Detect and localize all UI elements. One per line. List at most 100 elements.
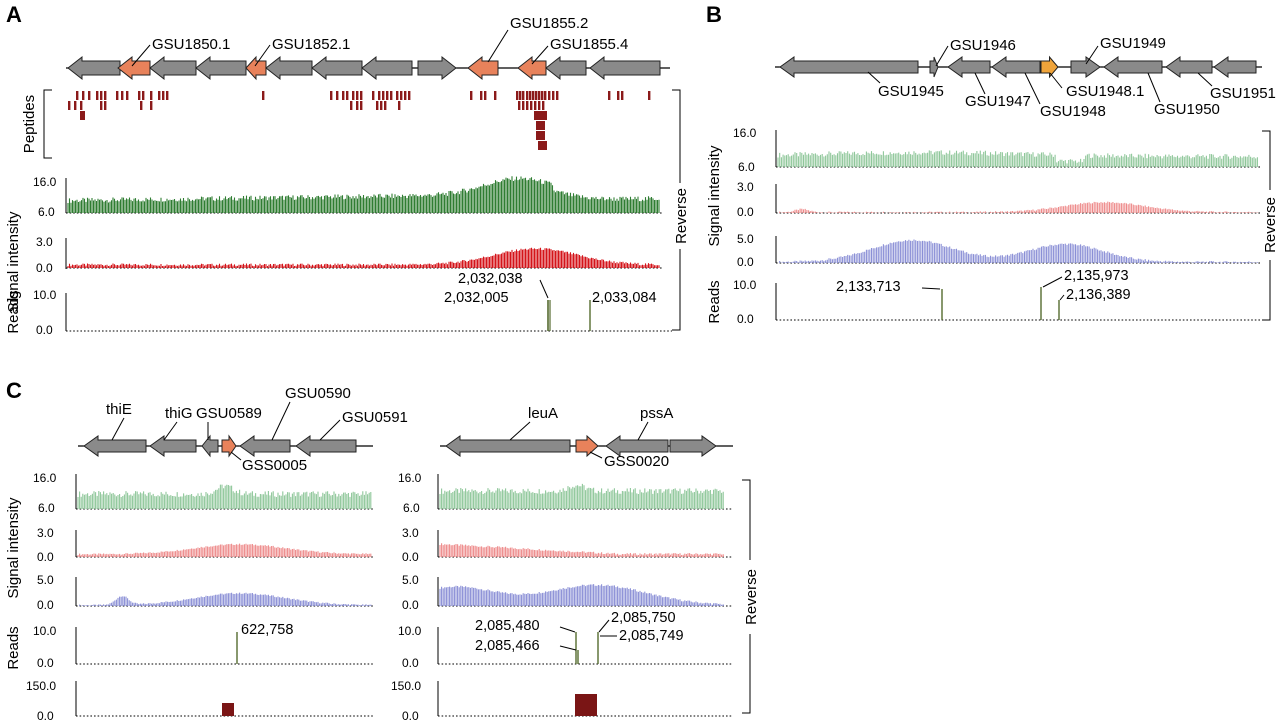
peptide-1-20	[542, 101, 545, 110]
gene-arrow-b-4	[1040, 55, 1059, 79]
cl-green-tick-bottom: 6.0	[38, 501, 55, 515]
peptide-0-48	[556, 91, 559, 100]
gene-leader-leua	[509, 421, 531, 441]
peptide-0-9	[138, 91, 141, 100]
gene-arrow-b-5	[1070, 56, 1101, 78]
gene-arrow-cr-0	[445, 435, 571, 457]
cr-red-signal	[439, 543, 724, 557]
a-signal-intensity-label: Signal intensity	[5, 211, 22, 312]
peptide-2-0	[80, 111, 85, 120]
peptide-4-0	[536, 131, 541, 140]
gene-label-gsu1850-1: GSU1850.1	[152, 36, 230, 53]
peptide-1-10	[376, 101, 379, 110]
peptide-0-12	[158, 91, 161, 100]
gene-leader-thig	[163, 421, 178, 441]
cl-rna-block	[222, 703, 234, 716]
cl-blue-tick-top: 5.0	[37, 573, 54, 587]
gene-arrow-b-1	[929, 56, 939, 78]
b-green-bars	[777, 150, 1258, 167]
peptide-3-1	[540, 121, 545, 130]
cl-green-bars	[77, 484, 372, 509]
cr-blue-tick-top: 5.0	[402, 573, 419, 587]
cl-red-tick-bottom: 0.0	[37, 550, 54, 564]
peptide-2-3	[542, 111, 547, 120]
cl-reads-tick-bottom: 0.0	[37, 656, 54, 670]
cl-reads-tick-top: 10.0	[33, 624, 57, 638]
gene-arrow-a-11	[545, 55, 587, 81]
gene-arrow-b-0	[779, 56, 919, 78]
b-blue-signal	[777, 239, 1258, 263]
cl-rna-tick-top: 150.0	[26, 679, 56, 693]
b-red-tick-bottom: 0.0	[737, 205, 754, 219]
peptide-0-2	[88, 91, 91, 100]
peptide-0-1	[82, 91, 85, 100]
cr-coord-leader-1	[559, 626, 576, 633]
cl-blue-tick-bottom: 0.0	[37, 598, 54, 612]
cr-rna-tick-top: 150.0	[391, 679, 421, 693]
peptide-0-23	[372, 91, 375, 100]
peptide-0-44	[541, 91, 544, 100]
b-coord-leader-2	[1042, 276, 1063, 288]
gene-arrow-a-7	[361, 55, 413, 81]
gene-label-gsu0589: GSU0589	[196, 405, 262, 422]
b-blue-tick-top: 5.0	[737, 232, 754, 246]
gene-leader-gsu1947	[974, 72, 986, 95]
a-reads-tick-bottom: 0.0	[36, 323, 53, 337]
gene-leader-pssa	[637, 421, 649, 441]
b-signal-intensity-label: Signal intensity	[706, 145, 723, 246]
gene-leader-gsu1950	[1147, 72, 1161, 103]
peptide-0-33	[480, 91, 483, 100]
a-coord-2032005: 2,032,005	[444, 290, 509, 306]
b-red-signal	[779, 201, 1258, 213]
cr-coord-2085466: 2,085,466	[475, 638, 540, 654]
peptide-0-4	[100, 91, 103, 100]
cr-green-tick-top: 16.0	[398, 471, 422, 485]
gene-label-gss0005: GSS0005	[242, 457, 307, 474]
gene-label-gss0020: GSS0020	[604, 453, 669, 470]
peptide-3-0	[536, 121, 541, 130]
a-coord-2033084: 2,033,084	[592, 290, 657, 306]
gene-leader-thie	[111, 417, 125, 441]
peptide-0-20	[352, 91, 355, 100]
cr-green-signal	[439, 483, 724, 509]
panel-a-gene-track	[67, 55, 661, 81]
cr-reads-tick-top: 10.0	[398, 624, 422, 638]
peptide-0-39	[526, 91, 529, 100]
peptide-0-11	[150, 91, 153, 100]
gene-label-gsu1855-2: GSU1855.2	[510, 15, 588, 32]
peptide-0-15	[262, 91, 265, 100]
a-red-signal	[67, 247, 660, 268]
b-green-tick-top: 16.0	[733, 126, 757, 140]
cr-coord-leader-3	[559, 645, 577, 651]
panel-b: B GSU1946 GSU1949 GSU1945 GSU1947 GSU194…	[706, 2, 1279, 326]
b-blue-bars	[777, 239, 1258, 263]
b-coord-leader-3	[1059, 294, 1065, 301]
peptide-0-0	[76, 91, 79, 100]
a-reads-tick-top: 10.0	[33, 288, 57, 302]
peptide-0-24	[378, 91, 381, 100]
gene-arrow-a-0	[67, 55, 121, 81]
gene-arrow-cl-4	[239, 435, 291, 457]
peptide-0-30	[404, 91, 407, 100]
peptide-0-8	[126, 91, 129, 100]
peptide-1-4	[104, 101, 107, 110]
a-red-tick-top: 3.0	[36, 235, 53, 249]
peptide-1-5	[140, 101, 143, 110]
b-reverse-gap	[1262, 190, 1278, 260]
peptide-0-14	[166, 91, 169, 100]
a-green-tick-top: 16.0	[33, 175, 57, 189]
gene-arrow-cl-0	[83, 435, 147, 457]
gene-arrow-b-7	[1165, 56, 1213, 78]
gene-leader-gsu0590	[271, 401, 291, 441]
gene-leader-gsu1948-1	[1049, 72, 1063, 89]
gene-arrow-a-2	[149, 55, 197, 81]
cl-blue-signal	[79, 592, 372, 606]
b-blue-tick-bottom: 0.0	[737, 255, 754, 269]
c-reverse-gap	[742, 560, 758, 634]
a-green-bars	[67, 176, 660, 213]
c-right-gene-track	[445, 434, 717, 458]
cr-red-tick-top: 3.0	[402, 526, 419, 540]
peptide-0-25	[382, 91, 385, 100]
b-red-bars	[779, 201, 1258, 213]
